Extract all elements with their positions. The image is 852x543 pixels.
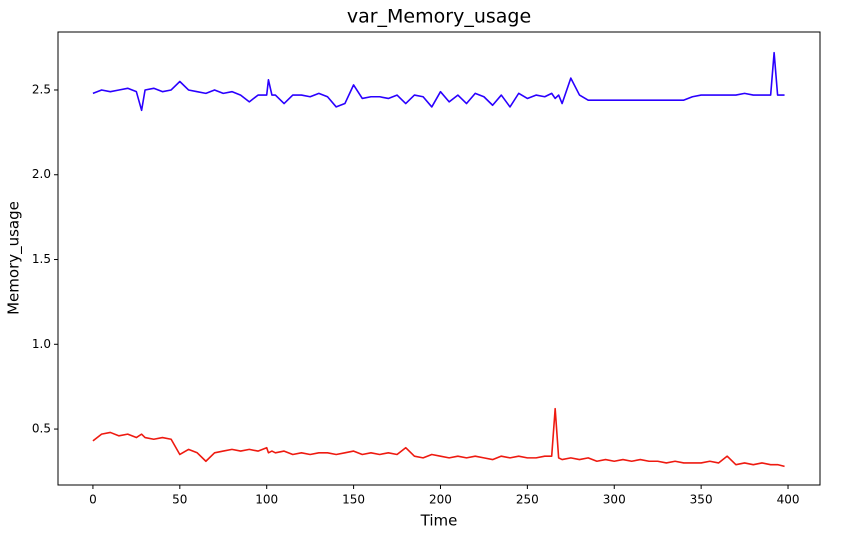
- x-axis-label: Time: [420, 512, 458, 530]
- x-tick-label: 250: [516, 493, 539, 507]
- x-tick-label: 400: [777, 493, 800, 507]
- y-tick-label: 1.0: [32, 337, 51, 351]
- line-series: [92, 51, 785, 112]
- x-tick-label: 100: [255, 493, 278, 507]
- x-tick-label: 50: [172, 493, 187, 507]
- y-tick-label: 2.5: [32, 82, 51, 96]
- x-tick-label: 0: [89, 493, 97, 507]
- x-tick-label: 200: [429, 493, 452, 507]
- y-tick-label: 2.0: [32, 167, 51, 181]
- x-tick-label: 350: [690, 493, 713, 507]
- x-tick-label: 300: [603, 493, 626, 507]
- y-axis-label: Memory_usage: [5, 201, 24, 315]
- x-tick-label: 150: [342, 493, 365, 507]
- line-series: [92, 407, 785, 468]
- plot-frame: [57, 31, 821, 486]
- chart-title: var_Memory_usage: [347, 6, 531, 28]
- y-tick-label: 1.5: [32, 252, 51, 266]
- y-tick-label: 0.5: [32, 422, 51, 436]
